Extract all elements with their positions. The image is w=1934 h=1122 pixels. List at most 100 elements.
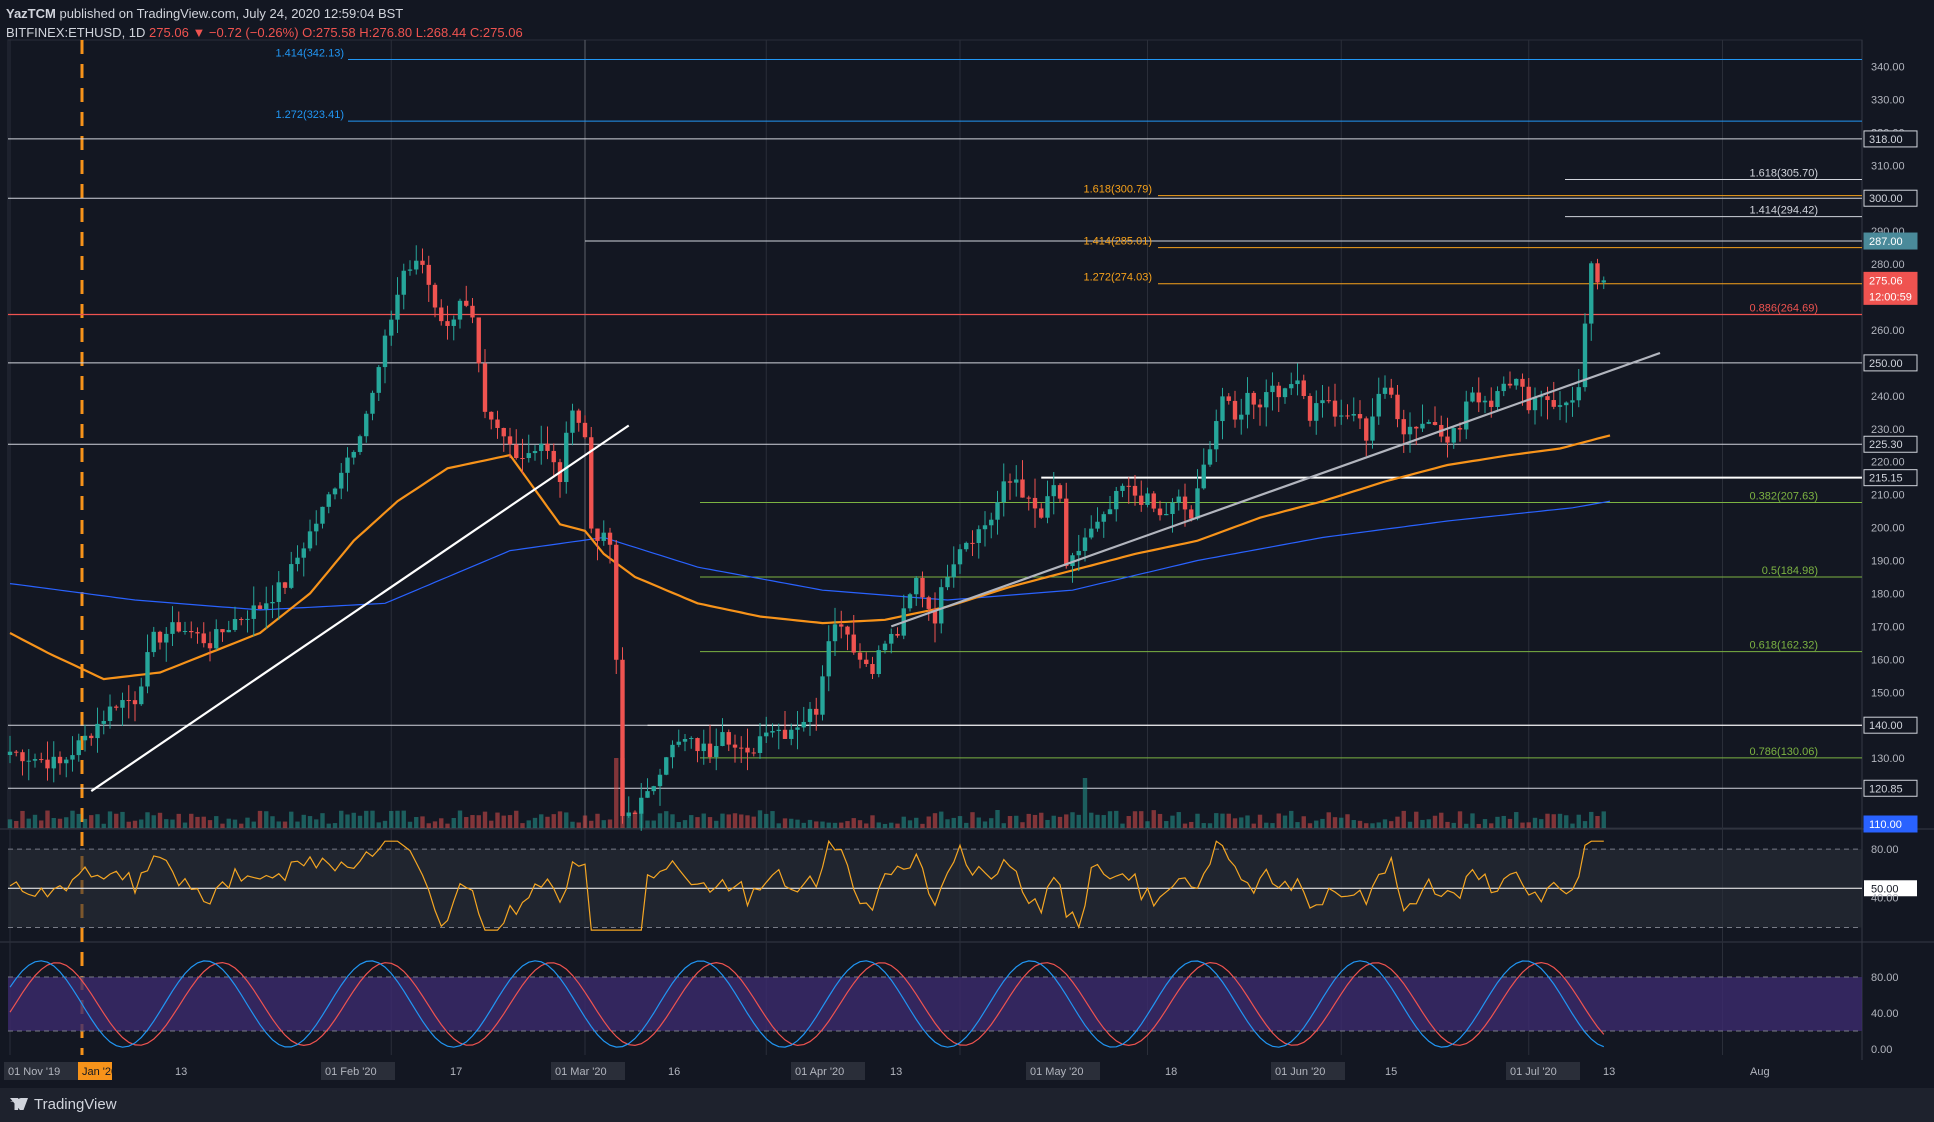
candles-group [7, 245, 1606, 831]
tradingview-logo[interactable]: TradingView [10, 1096, 117, 1113]
volume-bar [1257, 814, 1263, 828]
volume-group [7, 758, 1606, 828]
volume-bar [1545, 813, 1550, 828]
candle-body [495, 419, 500, 428]
volume-bar [20, 810, 25, 828]
volume-bar [1064, 814, 1069, 828]
volume-bar [1395, 816, 1400, 828]
volume-bar [239, 823, 244, 828]
volume-bar [807, 819, 813, 828]
candle-body [339, 472, 344, 489]
volume-bar [1451, 822, 1456, 828]
volume-bar [1082, 778, 1088, 828]
volume-bar [970, 812, 975, 828]
candle-body [701, 743, 706, 752]
volume-bar [226, 818, 231, 828]
price-tick-label: 200.00 [1871, 523, 1905, 535]
fib-level-label: 1.272(323.41) [276, 109, 345, 121]
time-tick-label: 16 [668, 1066, 680, 1078]
candle-body [826, 641, 831, 677]
price-axis-tag [1863, 189, 1918, 207]
volume-bar [932, 813, 938, 828]
candle-body [1589, 263, 1594, 324]
candle-body [1039, 508, 1044, 518]
volume-bar [1389, 821, 1394, 828]
candle-body [151, 631, 156, 653]
volume-bar [264, 811, 269, 828]
volume-bar [1332, 817, 1338, 828]
candle-body [864, 659, 869, 665]
volume-bar [320, 813, 325, 828]
candle-body [526, 453, 531, 459]
volume-bar [389, 810, 394, 828]
candle-body [1014, 479, 1019, 483]
volume-bar [251, 821, 256, 828]
candle-body [457, 300, 463, 320]
candle-body [1270, 385, 1275, 393]
candle-body [1107, 509, 1113, 515]
price-tick-label: 190.00 [1871, 556, 1905, 568]
price-pane-border [7, 39, 1863, 829]
volume-bar [751, 816, 756, 828]
price-tick-label: 210.00 [1871, 490, 1905, 502]
rsi-line [9, 839, 1604, 931]
volume-bar [1557, 813, 1563, 828]
volume-bar [945, 819, 950, 828]
volume-bar [601, 820, 606, 828]
candle-body [1301, 380, 1306, 397]
time-tick-label: 01 Apr '20 [795, 1066, 844, 1078]
volume-bar [439, 818, 444, 828]
candle-body [182, 631, 188, 633]
volume-bar [1276, 813, 1281, 828]
candle-body [132, 700, 138, 705]
candle-body [195, 632, 200, 634]
volume-bar [914, 817, 919, 828]
price-axis-tag-text: 300.00 [1869, 193, 1903, 205]
candle-body [426, 264, 431, 285]
volume-bar [257, 810, 263, 828]
candle-body [507, 436, 513, 445]
volume-bar [682, 820, 688, 828]
price-chart[interactable]: 1.414(342.13) 1.272(323.41) 1.618(305.70) 1… [0, 0, 1934, 1088]
volume-bar [626, 812, 631, 828]
volume-bar [1526, 822, 1531, 828]
candle-body [1226, 396, 1231, 401]
candle-body [1164, 513, 1169, 516]
ma-200-line [9, 500, 1611, 611]
candle-body [1264, 392, 1269, 408]
candle-body [1026, 497, 1031, 499]
volume-bar [351, 812, 356, 828]
candle-body [1282, 388, 1288, 398]
volume-bar [714, 820, 719, 828]
volume-bar [632, 811, 638, 828]
tradingview-logo-icon [10, 1098, 28, 1110]
time-tick-label: 01 Jun '20 [1275, 1066, 1325, 1078]
volume-bar [1564, 815, 1569, 828]
candle-body [1345, 415, 1350, 417]
volume-bar [89, 815, 94, 828]
volume-bar [276, 821, 281, 828]
volume-bar [1145, 821, 1150, 828]
volume-bar [51, 817, 56, 828]
candle-body [1195, 488, 1200, 519]
candle-body [1257, 404, 1263, 408]
candle-body [1470, 392, 1475, 402]
volume-bar [557, 811, 563, 828]
author-name[interactable]: YazTCM [6, 6, 56, 21]
symbol-label[interactable]: BITFINEX:ETHUSD, 1D [6, 25, 146, 40]
candle-body [1082, 537, 1088, 551]
volume-bar [157, 812, 163, 828]
volume-bar [307, 816, 313, 828]
volume-bar [732, 813, 738, 828]
candle-body [576, 410, 581, 423]
candle-body [651, 786, 656, 792]
candle-body [1332, 400, 1338, 417]
volume-bar [657, 813, 663, 828]
candle-body [1382, 387, 1388, 394]
volume-bar [595, 813, 600, 828]
brand-name: TradingView [34, 1096, 117, 1113]
candle-body [1070, 555, 1075, 566]
candle-body [1139, 495, 1144, 505]
volume-bar [1382, 819, 1388, 828]
time-axis-tag [1506, 1062, 1580, 1080]
